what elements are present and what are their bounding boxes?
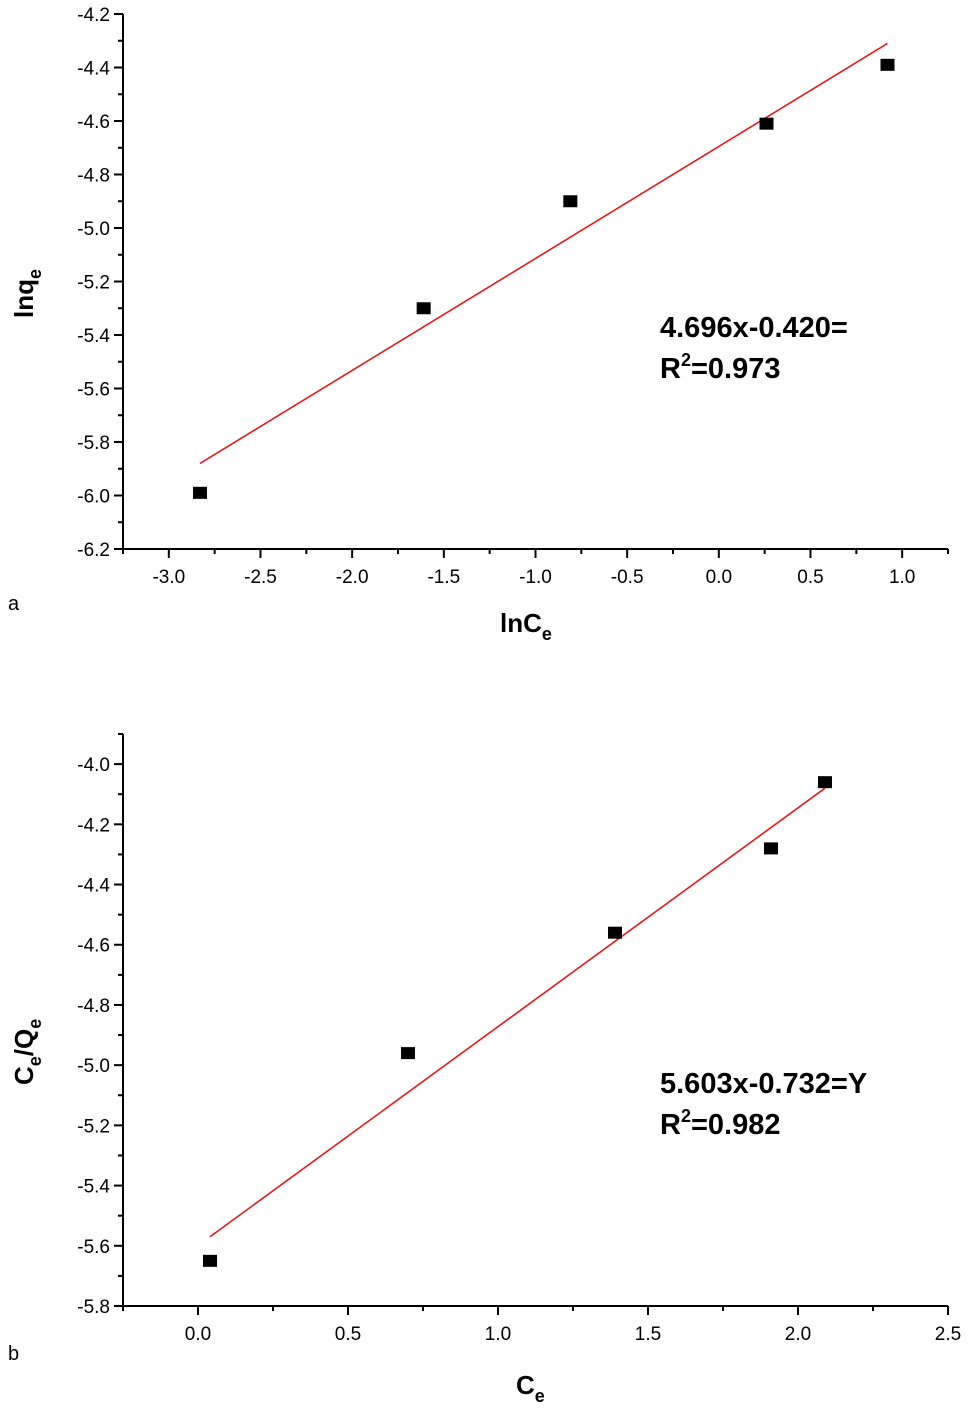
panel-b-fit-line <box>209 787 826 1238</box>
panel-b-x-axis-title: Ce <box>516 1370 545 1406</box>
panel-b-y-tick-label: -5.6 <box>77 1237 110 1258</box>
panel-b-data-point <box>764 842 778 855</box>
panel-a-y-tick-label: -6.2 <box>77 540 110 561</box>
panel-a-y-tick-label: -5.4 <box>77 326 110 347</box>
panel-a-y-tick-label: -4.8 <box>77 166 110 187</box>
panel-a-x-axis-title: lnCe <box>500 608 552 644</box>
panel-b-y-axis-title: Ce/Qe <box>9 1019 45 1085</box>
panel-b-x-tick-label: 1.0 <box>485 1324 511 1345</box>
panel-b-y-tick-label: -5.4 <box>77 1177 110 1198</box>
panel-b-y-tick-label: -4.6 <box>77 936 110 957</box>
panel-a-x-tick-label: 1.0 <box>889 567 915 588</box>
panel-a-y-tick-label: -4.2 <box>77 5 110 26</box>
panel-a-x-tick-label: -2.5 <box>244 567 277 588</box>
panel-a: a lnCe lnqe 4.696x-0.420= R2=0.973 <box>8 269 848 644</box>
panel-a-plot: -6.2 -6.0 -5.8 -5.6 -5.4 -5.2 -5.0 -4.8 -4.6 -4.4… <box>77 5 949 588</box>
panel-a-x-tick-label: 0.5 <box>797 567 823 588</box>
panel-a-r-squared: R2=0.973 <box>660 350 780 385</box>
panel-a-y-axis-title: lnqe <box>9 269 45 318</box>
panel-b-y-tick-label: -5.2 <box>77 1116 110 1137</box>
panel-b-x-tick-label: 2.5 <box>935 1324 961 1345</box>
panel-b-y-tick-label: -4.2 <box>77 815 110 836</box>
panel-b-x-tick-label: 2.0 <box>785 1324 811 1345</box>
panel-a-data-point <box>193 486 207 499</box>
panel-b: b Ce Ce/Qe 5.603x-0.732=Y R2=0.982 <box>8 1019 867 1406</box>
panel-a-x-tick-label: -1.5 <box>427 567 460 588</box>
panel-a-y-tick-label: -4.6 <box>77 112 110 133</box>
panel-b-data-point <box>818 776 832 789</box>
panel-a-data-point <box>880 58 895 71</box>
panel-b-equation: 5.603x-0.732=Y <box>660 1068 867 1100</box>
panel-a-y-tick-label: -5.2 <box>77 273 110 294</box>
panel-a-equation: 4.696x-0.420= <box>660 312 848 344</box>
panel-a-y-tick-label: -6.0 <box>77 487 110 508</box>
panel-a-x-tick-label: 0.0 <box>706 567 732 588</box>
panel-b-plot: -5.8 -5.6 -5.4 -5.2 -5.0 -4.8 -4.6 -4.4 -4.2 -4.0… <box>77 733 961 1345</box>
panel-b-x-tick-label: 0.5 <box>335 1324 361 1345</box>
panel-b-data-point <box>203 1254 217 1267</box>
panel-a-data-point <box>759 117 774 130</box>
panel-a-data-point <box>563 195 578 208</box>
panel-a-y-tick-label: -5.0 <box>77 219 110 240</box>
panel-b-data-point <box>401 1047 415 1060</box>
panel-b-y-tick-label: -4.0 <box>77 755 110 776</box>
panel-b-y-tick-label: -4.8 <box>77 996 110 1017</box>
panel-b-label: b <box>8 1343 19 1365</box>
panel-b-data-point <box>608 926 622 939</box>
panel-a-x-tick-label: -3.0 <box>152 567 185 588</box>
panel-b-x-tick-label: 1.5 <box>635 1324 661 1345</box>
panel-a-data-point <box>416 302 431 315</box>
panel-a-x-tick-label: -1.0 <box>519 567 552 588</box>
panel-b-y-tick-label: -4.4 <box>77 876 110 897</box>
panel-a-x-tick-label: -2.0 <box>336 567 369 588</box>
panel-b-r-squared: R2=0.982 <box>660 1106 780 1141</box>
panel-a-y-tick-label: -4.4 <box>77 59 110 80</box>
panel-b-y-tick-label: -5.8 <box>77 1297 110 1318</box>
panel-a-y-tick-label: -5.6 <box>77 380 110 401</box>
panel-a-label: a <box>8 593 20 615</box>
panel-a-x-tick-label: -0.5 <box>611 567 644 588</box>
panel-a-fit-line <box>199 42 888 465</box>
panel-b-x-tick-label: 0.0 <box>185 1324 211 1345</box>
panel-a-y-tick-label: -5.8 <box>77 433 110 454</box>
panel-b-y-tick-label: -5.0 <box>77 1056 110 1077</box>
